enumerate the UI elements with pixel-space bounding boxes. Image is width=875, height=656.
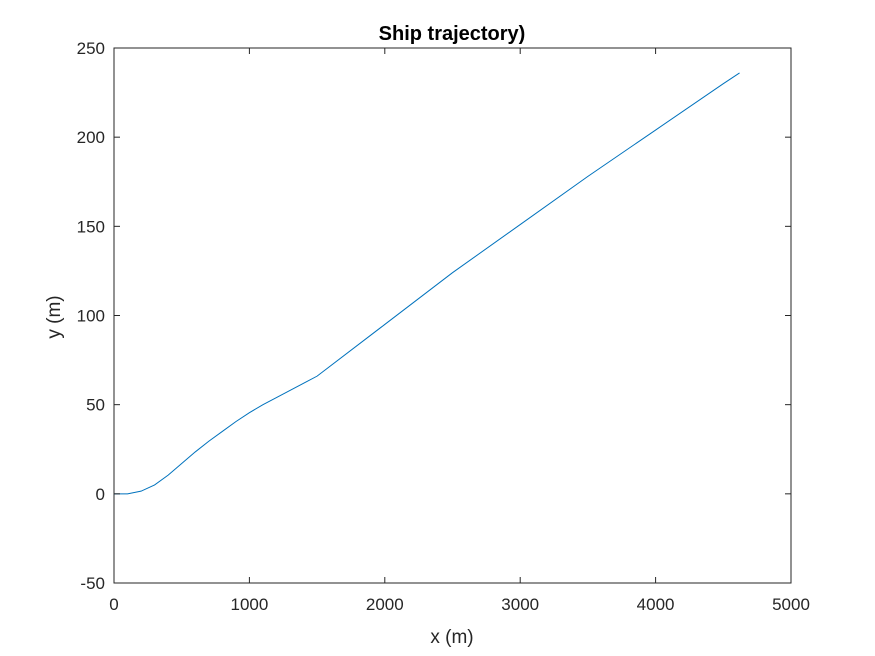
y-tick-label: 50: [86, 396, 105, 415]
y-tick-label: 250: [77, 39, 105, 58]
x-tick-label: 0: [109, 595, 118, 614]
chart-title: Ship trajectory): [379, 23, 526, 45]
y-tick-label: 150: [77, 217, 105, 236]
x-tick-label: 3000: [501, 595, 539, 614]
y-tick-label: -50: [80, 574, 105, 593]
x-axis-label: x (m): [430, 627, 473, 648]
y-tick-label: 200: [77, 128, 105, 147]
x-tick-label: 2000: [366, 595, 404, 614]
x-tick-label: 1000: [230, 595, 268, 614]
x-tick-label: 5000: [772, 595, 810, 614]
y-axis-label: y (m): [44, 295, 65, 338]
axes-box: [113, 47, 792, 584]
x-axis: 0 1000 2000 3000 4000 5000: [109, 48, 810, 614]
series-line-0: [114, 72, 740, 495]
y-axis: -50 0 50 100 150 200 250: [77, 39, 791, 593]
x-tick-label: 4000: [637, 595, 675, 614]
plot-area: [113, 47, 792, 584]
y-tick-label: 100: [77, 307, 105, 326]
y-tick-label: 0: [96, 485, 105, 504]
